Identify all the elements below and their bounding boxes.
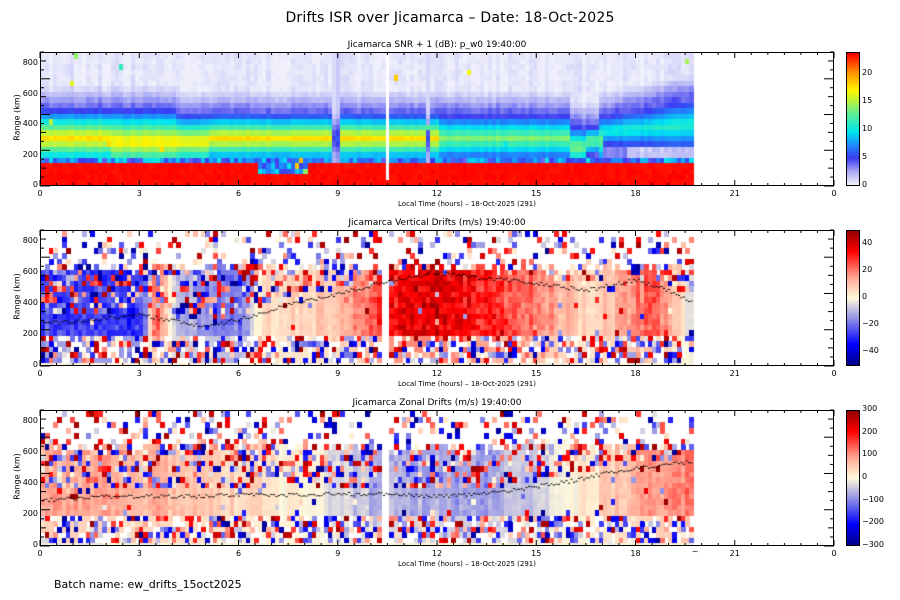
zonal-colorbar xyxy=(846,410,860,546)
zonal-plot-area xyxy=(40,410,834,546)
vertical-x-axis-label: Local Time (hours) – 18-Oct-2025 (291) xyxy=(398,380,536,388)
main-title: Drifts ISR over Jicamarca – Date: 18-Oct… xyxy=(285,10,615,26)
zonal-y-tick-label: 800 xyxy=(22,416,38,426)
batch-name-label: Batch name: ew_drifts_15oct2025 xyxy=(54,578,242,591)
zonal-x-tick-label: 9 xyxy=(335,549,341,558)
snr-panel-title: Jicamarca SNR + 1 (dB): p_w0 19:40:00 xyxy=(347,40,527,50)
zonal-colorbar-tick-label: −200 xyxy=(862,517,884,527)
vertical-x-tick-label: 6 xyxy=(235,369,242,378)
zonal-colorbar-tick-label: −100 xyxy=(862,494,884,504)
snr-colorbar-tick-label: 15 xyxy=(862,96,873,106)
snr-y-tick-label: 400 xyxy=(22,119,38,129)
snr-heatmap xyxy=(41,53,833,185)
snr-plot-area xyxy=(40,52,834,186)
zonal-heatmap xyxy=(41,411,833,545)
vertical-x-tick-label: 0 xyxy=(37,369,43,378)
zonal-colorbar-gradient xyxy=(847,411,859,545)
snr-colorbar xyxy=(846,52,860,186)
zonal-x-tick-label: ~ xyxy=(691,547,699,556)
snr-x-tick-label: 6 xyxy=(235,189,242,198)
vertical-y-axis-label: Range (km) xyxy=(12,273,22,320)
vertical-x-tick-label: 0 xyxy=(831,369,837,378)
vertical-x-tick-label: 18 xyxy=(630,369,641,378)
vertical-colorbar-tick-label: −40 xyxy=(862,346,879,356)
zonal-x-tick-label: 3 xyxy=(136,549,142,558)
snr-x-tick-label: 3 xyxy=(136,189,142,198)
vertical-panel-title: Jicamarca Vertical Drifts (m/s) 19:40:00 xyxy=(348,218,526,228)
zonal-y-tick-label: 400 xyxy=(22,478,38,488)
vertical-y-tick-label: 200 xyxy=(22,329,38,339)
vertical-plot-area xyxy=(40,230,834,366)
snr-y-tick-label: 0 xyxy=(32,180,38,189)
vertical-y-tick-label: 400 xyxy=(22,298,38,308)
vertical-colorbar xyxy=(846,230,860,366)
snr-x-axis-label: Local Time (hours) – 18-Oct-2025 (291) xyxy=(398,200,536,208)
snr-y-axis-label: Range (km) xyxy=(12,94,22,141)
snr-colorbar-tick-label: 5 xyxy=(862,152,868,162)
snr-x-tick-label: 0 xyxy=(831,189,837,198)
zonal-x-tick-label: 15 xyxy=(531,549,542,558)
vertical-colorbar-tick-label: 0 xyxy=(862,292,868,301)
zonal-colorbar-tick-label: −300 xyxy=(862,540,884,549)
zonal-y-tick-label: 600 xyxy=(22,447,38,457)
vertical-y-tick-label: 800 xyxy=(22,236,38,246)
vertical-heatmap xyxy=(41,231,833,365)
snr-y-tick-label: 800 xyxy=(22,58,38,68)
zonal-y-tick-label: 0 xyxy=(32,540,38,549)
zonal-y-axis-label: Range (km) xyxy=(12,453,22,500)
snr-x-tick-label: 21 xyxy=(729,189,740,198)
vertical-x-tick-label: 9 xyxy=(335,369,341,378)
zonal-x-tick-label: 0 xyxy=(831,549,837,558)
vertical-x-tick-label: 12 xyxy=(431,369,443,378)
vertical-colorbar-tick-label: −20 xyxy=(862,319,879,329)
zonal-colorbar-tick-label: 100 xyxy=(862,449,878,459)
snr-colorbar-tick-label: 10 xyxy=(862,124,873,134)
vertical-x-tick-label: 3 xyxy=(136,369,142,378)
zonal-colorbar-tick-label: 300 xyxy=(862,404,878,413)
zonal-x-tick-label: 6 xyxy=(235,549,242,558)
snr-colorbar-tick-label: 20 xyxy=(862,68,873,78)
vertical-x-tick-label: 15 xyxy=(531,369,542,378)
vertical-y-tick-label: 600 xyxy=(22,267,38,277)
vertical-y-tick-label: 0 xyxy=(32,360,38,369)
snr-y-tick-label: 600 xyxy=(22,88,38,98)
zonal-colorbar-tick-label: 200 xyxy=(862,426,878,436)
vertical-colorbar-gradient xyxy=(847,231,859,365)
zonal-x-tick-label: 0 xyxy=(37,549,43,558)
snr-x-tick-label: 9 xyxy=(335,189,341,198)
zonal-x-tick-label: 18 xyxy=(630,549,641,558)
zonal-panel-title: Jicamarca Zonal Drifts (m/s) 19:40:00 xyxy=(352,398,522,408)
zonal-colorbar-tick-label: 0 xyxy=(862,472,868,481)
zonal-x-axis-label: Local Time (hours) – 18-Oct-2025 (291) xyxy=(398,560,536,568)
snr-x-tick-label: 12 xyxy=(431,189,443,198)
zonal-x-tick-label: 21 xyxy=(729,549,740,558)
snr-x-tick-label: 18 xyxy=(630,189,641,198)
zonal-y-tick-label: 200 xyxy=(22,509,38,519)
snr-x-tick-label: 0 xyxy=(37,189,43,198)
snr-colorbar-gradient xyxy=(847,53,859,185)
snr-x-tick-label: 15 xyxy=(531,189,542,198)
vertical-colorbar-tick-label: 20 xyxy=(862,264,873,274)
snr-colorbar-tick-label: 0 xyxy=(862,180,868,189)
snr-y-tick-label: 200 xyxy=(22,149,38,159)
zonal-x-tick-label: 12 xyxy=(431,549,443,558)
vertical-colorbar-tick-label: 40 xyxy=(862,237,873,247)
vertical-x-tick-label: 21 xyxy=(729,369,740,378)
